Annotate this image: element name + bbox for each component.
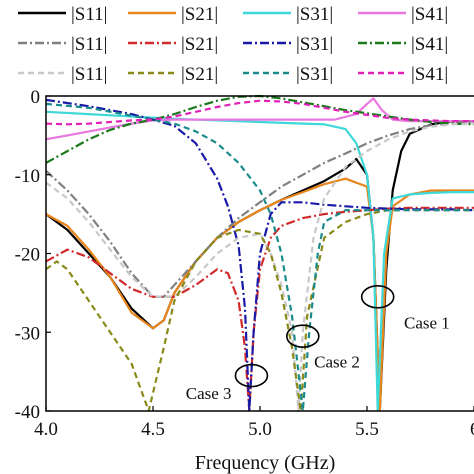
legend-label-2: |S21| [181,4,218,25]
x-tick-label: 4.0 [34,419,58,440]
annotation-label-1: Case 1 [404,313,450,332]
annotation-label-3: Case 3 [186,384,232,403]
series-line-4 [46,97,474,141]
x-axis-label: Frequency (GHz) [195,452,336,474]
legend: |S11| |S21| |S31| |S41| |S11| |S21| |S31| |S41|… [18,4,448,85]
legend-label-10: |S21| [181,64,218,85]
series-line-6 [46,206,474,411]
legend-label-7: |S31| [296,34,333,55]
annotation-ellipse-3 [234,363,269,388]
x-tick-label: 5.5 [355,419,379,440]
x-tick-label: 4.5 [141,419,165,440]
legend-label-12: |S41| [411,64,448,85]
series-line-9 [46,122,474,411]
legend-label-9: |S11| [71,64,107,85]
plot-frame [45,95,474,412]
y-tick-label: -30 [15,323,40,344]
series-line-10 [46,209,474,411]
series-line-5 [46,120,474,298]
legend-label-8: |S41| [411,34,448,55]
x-tick-label: 5.0 [248,419,272,440]
y-tick-label: 0 [31,87,41,108]
axes: 4.0 4.5 5.0 5.5 6 0 -10 -20 -30 -40 [15,87,474,440]
series-line-7 [46,98,474,411]
legend-label-1: |S11| [71,4,107,25]
series-line-1 [46,120,474,411]
legend-label-6: |S21| [181,34,218,55]
annotations: Case 1 Case 2 Case 3 [186,285,450,403]
legend-label-3: |S31| [296,4,333,25]
y-tick-label: -20 [15,245,40,266]
annotation-ellipse-2 [285,324,320,348]
series-line-11 [46,102,474,411]
annotation-label-2: Case 2 [314,353,360,372]
legend-label-11: |S31| [296,64,333,85]
y-tick-label: -40 [15,402,40,423]
x-tick-label: 6 [470,419,474,440]
legend-label-4: |S41| [411,4,448,25]
plot-area [46,94,474,411]
annotation-ellipse-1 [360,285,395,309]
y-tick-label: -10 [15,166,40,187]
legend-label-5: |S11| [71,34,107,55]
series-line-12 [46,99,474,126]
series-line-2 [46,177,474,411]
